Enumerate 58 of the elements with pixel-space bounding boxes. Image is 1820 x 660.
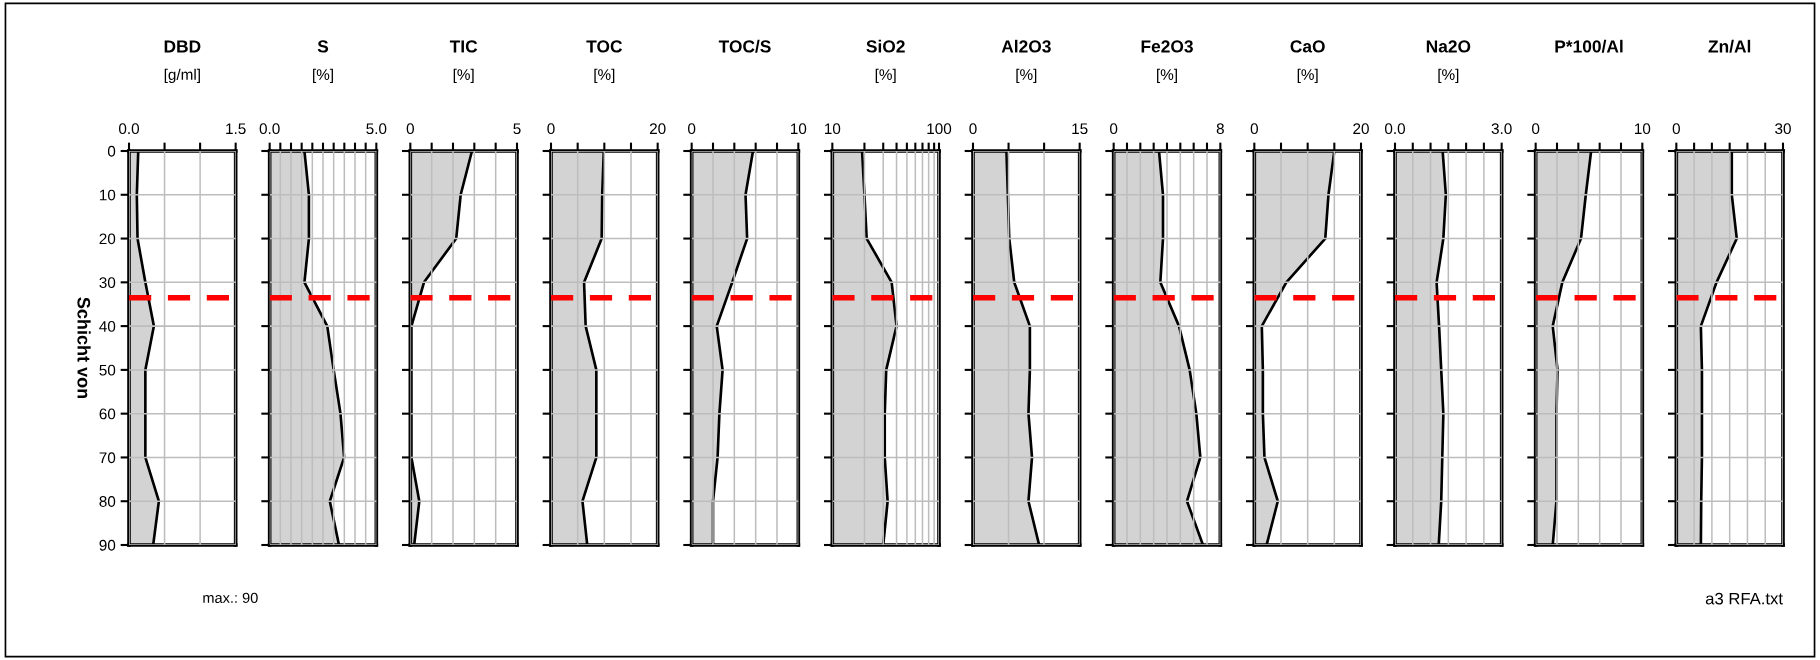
y-axis-title: Schicht von <box>77 297 91 399</box>
chart-title: DBD <box>164 40 201 53</box>
chart-subtitle: [%] <box>875 68 896 83</box>
y-tick-label: 10 <box>99 189 116 201</box>
chart-subtitle: [%] <box>1016 68 1037 83</box>
x-tick-label: 8 <box>1216 123 1224 135</box>
y-tick-label: 0 <box>107 145 116 157</box>
y-tick-label: 90 <box>99 539 116 551</box>
x-tick-label: 5.0 <box>366 123 387 135</box>
chart-title: TOC <box>586 40 623 53</box>
chart-title: CaO <box>1290 40 1325 53</box>
x-tick-label: 0 <box>1110 123 1118 135</box>
x-tick-label: 30 <box>1775 123 1791 135</box>
chart-title: Na2O <box>1426 40 1471 53</box>
y-tick-label: 40 <box>99 320 116 332</box>
chart-subtitle: [%] <box>1438 68 1459 83</box>
x-tick-label: 0.0 <box>1384 123 1406 135</box>
y-tick-label: 30 <box>99 277 116 289</box>
x-tick-label: 10 <box>1635 123 1651 135</box>
chart-subtitle: [%] <box>1157 68 1177 83</box>
chart-title: S <box>317 40 329 53</box>
x-tick-label: 20 <box>1353 123 1369 135</box>
x-tick-label: 5 <box>513 123 521 135</box>
chart-title: Fe2O3 <box>1141 40 1193 53</box>
y-tick-label: 70 <box>99 452 116 464</box>
chart-title: SiO2 <box>866 39 905 53</box>
x-tick-label: 1.5 <box>226 123 246 135</box>
x-tick-label: 10 <box>825 123 841 135</box>
chart-subtitle: [%] <box>594 68 615 83</box>
x-tick-label: 15 <box>1072 123 1088 135</box>
x-tick-label: 0.0 <box>118 123 140 135</box>
x-tick-label: 0 <box>1250 123 1258 135</box>
chart-subtitle: [%] <box>313 68 333 83</box>
chart-title: Al2O3 <box>1001 39 1051 53</box>
chart-title: Zn/Al <box>1708 39 1751 53</box>
y-tick-label: 80 <box>99 496 116 507</box>
x-tick-label: 0 <box>406 123 414 135</box>
y-tick-label: 50 <box>99 364 116 376</box>
y-tick-label: 60 <box>99 408 116 420</box>
x-tick-label: 0 <box>688 123 696 135</box>
x-tick-label: 0.0 <box>259 123 280 135</box>
chart-subtitle: [%] <box>453 68 474 83</box>
y-tick-label: 20 <box>99 233 116 245</box>
x-tick-label: 3.0 <box>1491 123 1512 135</box>
x-tick-label: 0 <box>1672 123 1680 135</box>
x-tick-label: 0 <box>1532 123 1540 135</box>
chart-subtitle: [%] <box>1297 68 1318 83</box>
chart-title: TOC/S <box>718 39 771 53</box>
text: a3 RFA.txt <box>1705 592 1783 605</box>
x-tick-label: 0 <box>969 123 977 135</box>
chart-subtitle: [g/ml] <box>164 68 200 83</box>
chart-title: P*100/Al <box>1555 39 1623 53</box>
x-tick-label: 20 <box>649 123 666 135</box>
text: max.: 90 <box>203 592 258 603</box>
x-tick-label: 0 <box>547 123 555 135</box>
chart-title: TIC <box>449 40 478 53</box>
x-tick-label: 10 <box>791 123 807 135</box>
x-tick-label: 100 <box>927 123 952 135</box>
